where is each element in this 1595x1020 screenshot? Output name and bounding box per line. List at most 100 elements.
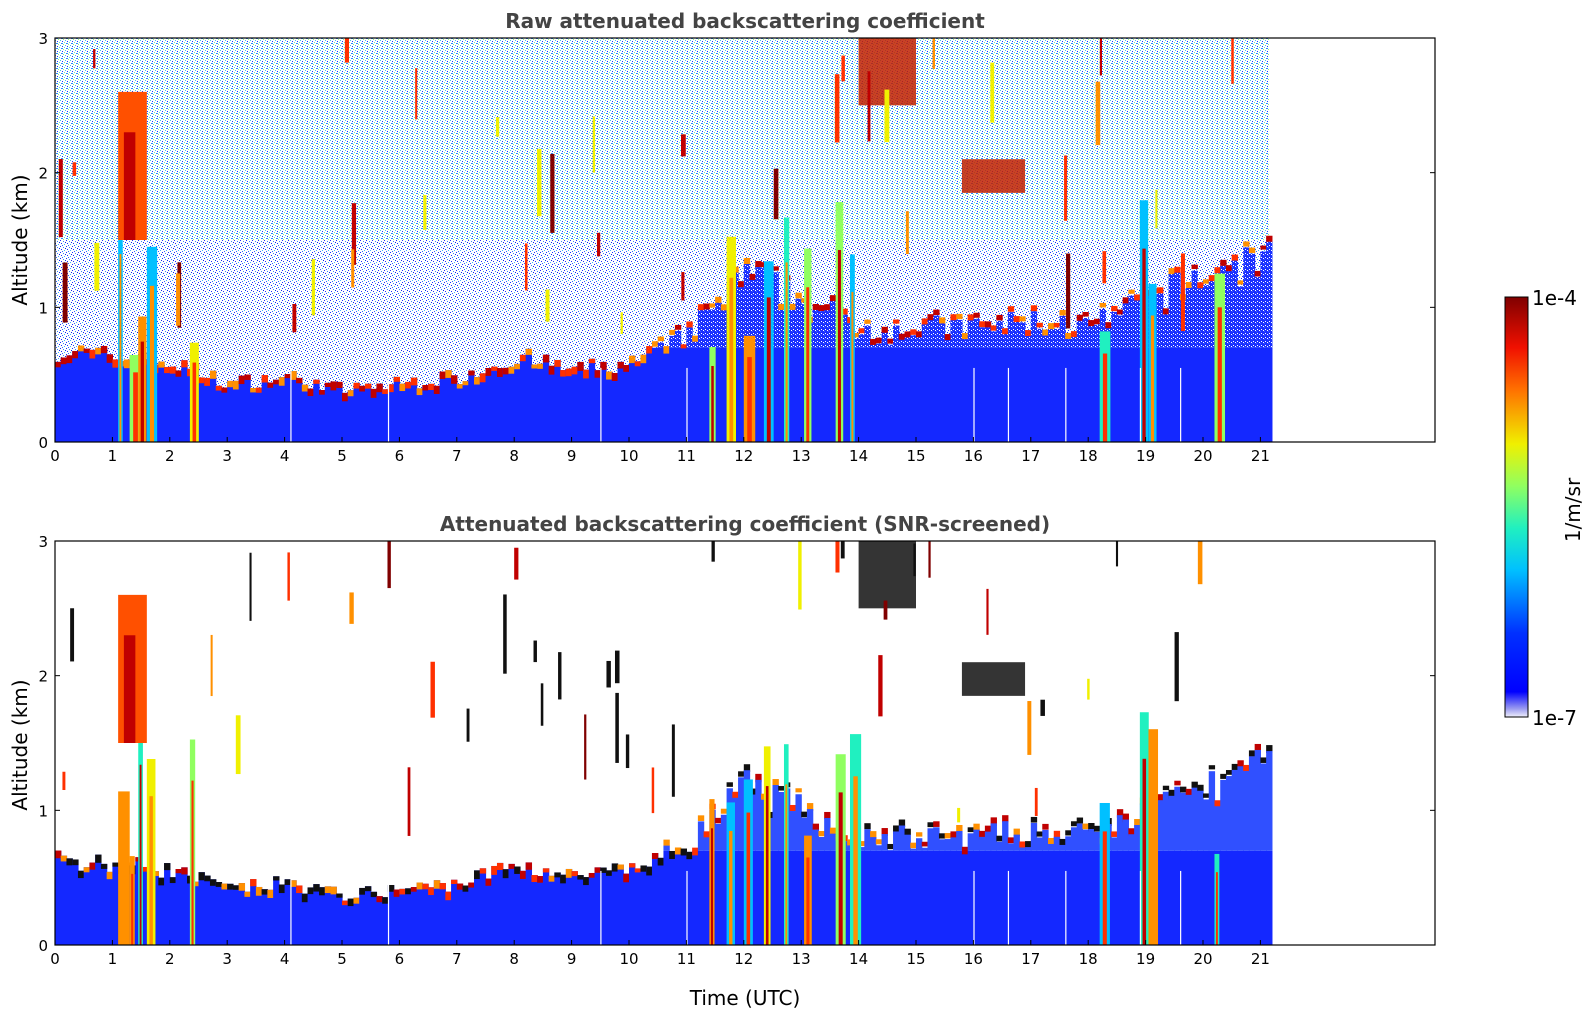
- boundary-layer-cell: [795, 347, 802, 442]
- boundary-layer-cell: [192, 881, 200, 945]
- boundary-layer-cell: [307, 388, 314, 442]
- layer-top-cell: [875, 337, 883, 344]
- layer-top-cell: [1266, 235, 1273, 244]
- boundary-layer-cell: [376, 896, 383, 945]
- layer-top-cell: [1260, 757, 1267, 763]
- layer-top-cell: [548, 875, 555, 882]
- x-tick-label: 3: [222, 447, 232, 465]
- boundary-layer-cell: [738, 850, 745, 945]
- mixed-layer-cell: [1174, 272, 1181, 348]
- layer-top-cell: [898, 819, 906, 827]
- boundary-layer-cell: [565, 368, 573, 442]
- layer-top-cell: [680, 848, 687, 856]
- boundary-layer-cell: [1243, 347, 1250, 442]
- layer-top-cell: [353, 382, 360, 389]
- layer-top-cell: [663, 839, 670, 846]
- layer-top-cell: [301, 384, 309, 392]
- mixed-layer-cell: [1237, 766, 1244, 851]
- x-tick-label: 1: [108, 447, 118, 465]
- cloud-column-core: [139, 764, 142, 945]
- layer-top-cell: [1116, 809, 1124, 818]
- cloud-column-core: [729, 277, 734, 442]
- boundary-layer-cell: [273, 379, 280, 442]
- layer-top-cell: [916, 331, 923, 340]
- layer-top-cell: [1208, 765, 1216, 770]
- boundary-layer-cell: [542, 868, 550, 945]
- layer-top-cell: [646, 346, 653, 354]
- cloud-streak: [533, 640, 537, 663]
- x-tick-label: 19: [1136, 950, 1155, 968]
- layer-top-cell: [640, 865, 647, 872]
- boundary-layer-cell: [462, 381, 469, 442]
- cloud-column-core: [729, 830, 733, 945]
- boundary-layer-cell: [519, 870, 527, 945]
- boundary-layer-cell: [238, 375, 246, 442]
- boundary-layer-cell: [531, 364, 538, 442]
- boundary-layer-cell: [410, 377, 418, 442]
- mixed-layer-cell: [910, 848, 917, 851]
- cloud-column-core: [140, 341, 144, 442]
- cloud-streak: [176, 273, 181, 326]
- boundary-layer-cell: [1111, 347, 1118, 442]
- layer-top-cell: [319, 390, 326, 395]
- layer-top-cell: [324, 886, 332, 894]
- layer-top-cell: [657, 857, 665, 866]
- layer-top-cell: [1099, 302, 1107, 308]
- layer-top-cell: [60, 855, 68, 862]
- mixed-layer-cell: [898, 339, 906, 348]
- layer-top-cell: [60, 357, 68, 365]
- mixed-layer-cell: [1231, 260, 1239, 348]
- data-gap-line: [1180, 870, 1182, 945]
- layer-top-cell: [778, 786, 785, 791]
- mixed-layer-cell: [933, 315, 940, 348]
- boundary-layer-cell: [141, 866, 148, 945]
- x-tick-label: 17: [1021, 950, 1040, 968]
- boundary-layer-cell: [1220, 850, 1227, 945]
- boundary-layer-cell: [232, 885, 240, 945]
- mixed-layer-cell: [663, 845, 670, 851]
- boundary-layer-cell: [376, 383, 383, 442]
- boundary-layer-cell: [651, 347, 659, 442]
- mixed-layer-cell: [709, 309, 716, 348]
- x-tick-label: 2: [165, 447, 175, 465]
- layer-top-cell: [824, 811, 831, 820]
- layer-top-cell: [221, 387, 228, 393]
- mixed-layer-cell: [1185, 288, 1193, 348]
- boundary-layer-cell: [870, 850, 877, 945]
- boundary-layer-cell: [1048, 850, 1055, 945]
- layer-top-cell: [496, 862, 504, 870]
- boundary-layer-cell: [1088, 850, 1095, 945]
- layer-top-cell: [72, 351, 79, 359]
- layer-top-cell: [1019, 316, 1026, 322]
- mixed-layer-cell: [743, 263, 751, 348]
- boundary-layer-cell: [1266, 850, 1273, 945]
- boundary-layer-cell: [669, 347, 676, 442]
- mixed-layer-cell: [795, 298, 802, 348]
- mixed-layer-cell: [944, 340, 952, 348]
- heatmap-screened: [55, 541, 1273, 945]
- layer-top-cell: [89, 349, 96, 359]
- layer-top-cell: [1168, 789, 1175, 799]
- layer-top-cell: [1111, 305, 1118, 312]
- boundary-layer-cell: [554, 872, 561, 945]
- layer-top-cell: [468, 370, 475, 376]
- mixed-layer-cell: [1076, 823, 1084, 851]
- mixed-layer-cell: [956, 319, 963, 348]
- boundary-layer-cell: [313, 884, 320, 945]
- layer-top-cell: [72, 859, 79, 866]
- layer-top-cell: [1162, 308, 1170, 316]
- x-tick-label: 4: [280, 447, 290, 465]
- layer-top-cell: [560, 874, 567, 884]
- layer-top-cell: [66, 858, 73, 866]
- boundary-layer-cell: [560, 370, 567, 442]
- y-tick-label: 3: [38, 30, 48, 48]
- boundary-layer-cell: [623, 365, 630, 442]
- mixed-layer-cell: [795, 794, 802, 851]
- boundary-layer-cell: [456, 883, 464, 945]
- layer-top-cell: [169, 366, 177, 374]
- layer-top-cell: [410, 887, 418, 892]
- mixed-layer-cell: [697, 821, 705, 851]
- boundary-layer-cell: [657, 347, 665, 442]
- layer-top-cell: [927, 314, 934, 322]
- layer-top-cell: [1059, 309, 1066, 316]
